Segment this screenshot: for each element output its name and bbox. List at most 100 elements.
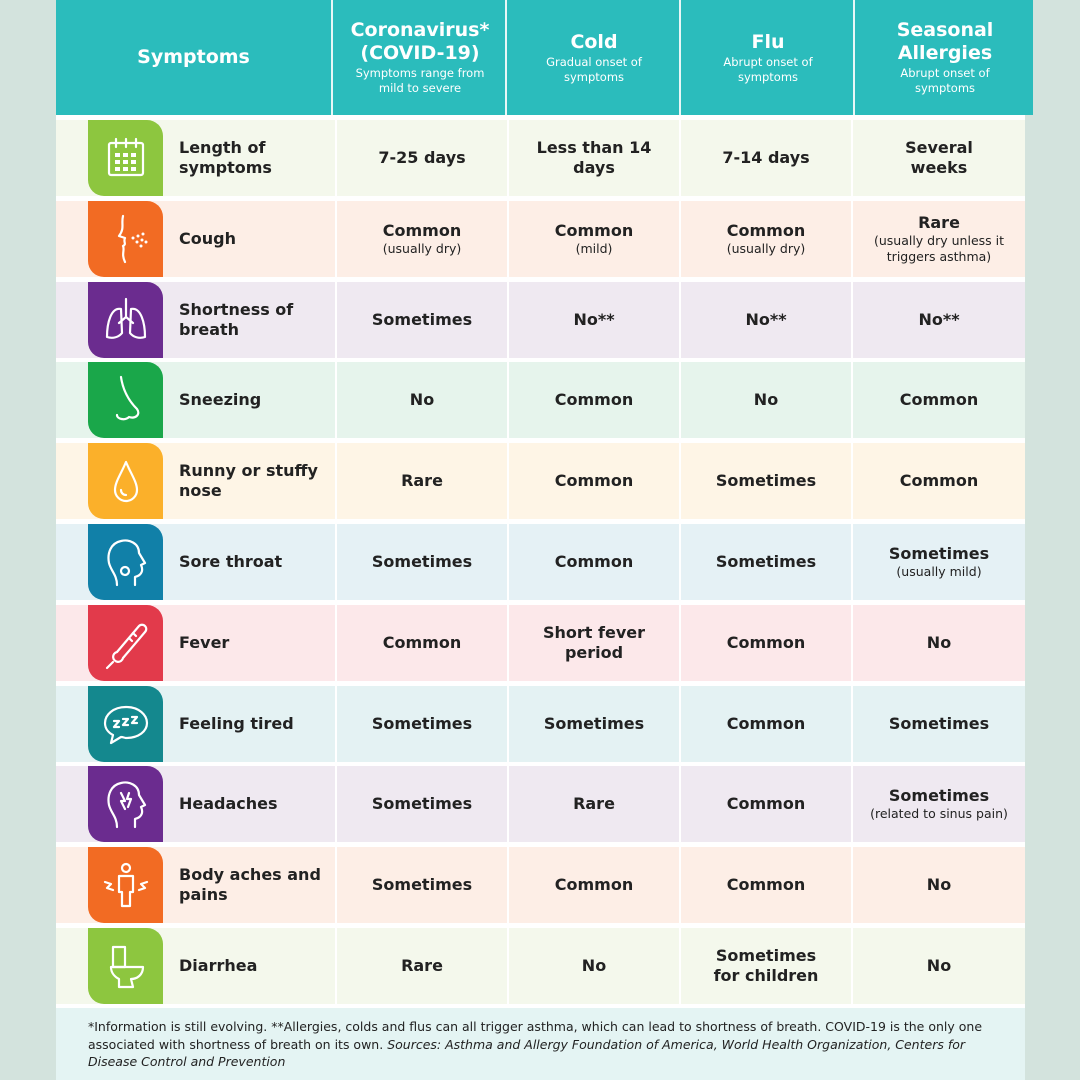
value-text: Rare — [573, 794, 615, 814]
footnote: *Information is still evolving. **Allerg… — [56, 1008, 1025, 1080]
value-text: Common — [726, 632, 806, 652]
lungs-icon — [88, 281, 163, 358]
value-text: Sometimes — [543, 713, 645, 733]
symptom-label: Length of symptoms — [179, 138, 272, 177]
table-row: Sneezing No Common No Common — [56, 362, 1025, 439]
sleep-bubble-icon — [88, 685, 163, 762]
symptom-cell: Fever — [56, 604, 335, 681]
value-text: No — [926, 632, 952, 652]
value-text: Sometimes — [715, 552, 817, 571]
value-text: No** — [573, 309, 615, 329]
symptom-cell: Headaches — [56, 766, 335, 843]
value-cell: Less than 14 days — [507, 120, 679, 196]
headache-icon — [88, 766, 163, 843]
table-row: Cough Common (usually dry) Common (mild) Comm… — [56, 200, 1025, 277]
value-text: Common — [554, 875, 634, 895]
symptom-cell: Runny or stuffy nose — [56, 443, 335, 520]
value-cell: Common — [851, 443, 1025, 520]
value-cell: Sometimes for children — [679, 928, 851, 1004]
value-cell: 7-14 days — [679, 120, 851, 196]
throat-icon — [88, 524, 163, 600]
value-note: (mild) — [575, 240, 613, 256]
value-cell: Short fever period — [507, 604, 679, 681]
value-text: Sometimes — [371, 794, 473, 814]
value-text: Common — [726, 875, 806, 895]
symptom-label: Feeling tired — [179, 713, 294, 733]
table-row: Headaches Sometimes Rare Common Sometimes (re… — [56, 766, 1025, 843]
value-cell: Common — [679, 766, 851, 843]
value-text: Common — [899, 390, 979, 410]
value-text: Common — [726, 794, 806, 814]
symptom-comparison-table: Symptoms Coronavirus* (COVID-19) Symptoms… — [56, 0, 1033, 1080]
value-text: No — [926, 875, 952, 895]
value-cell: Common — [507, 362, 679, 439]
value-text: Sometimes — [371, 309, 473, 329]
symptom-cell: Feeling tired — [56, 685, 335, 762]
header-symptoms: Symptoms — [56, 0, 333, 115]
value-cell: No** — [679, 281, 851, 358]
value-cell: Sometimes — [335, 847, 507, 924]
value-cell: Sometimes — [335, 524, 507, 600]
value-cell: Common (mild) — [507, 200, 679, 277]
symptom-label: Runny or stuffy nose — [179, 461, 318, 501]
toilet-icon — [88, 928, 163, 1004]
value-cell: Common — [679, 685, 851, 762]
value-cell: Common — [335, 604, 507, 681]
value-text: Rare — [401, 471, 443, 491]
symptom-label: Fever — [179, 632, 230, 652]
value-note: (usually dry unless it triggers asthma) — [873, 232, 1005, 264]
symptom-cell: Shortness of breath — [56, 281, 335, 358]
symptom-cell: Diarrhea — [56, 928, 335, 1004]
value-note: (usually mild) — [896, 564, 982, 579]
symptom-cell: Sneezing — [56, 362, 335, 439]
value-cell: No — [851, 604, 1025, 681]
value-cell: Sometimes (usually mild) — [851, 524, 1025, 600]
header-covid: Coronavirus* (COVID-19) Symptoms range fr… — [335, 0, 507, 115]
value-cell: Sometimes — [335, 685, 507, 762]
value-text: Short fever period — [543, 622, 645, 662]
table-header: Symptoms Coronavirus* (COVID-19) Symptoms… — [56, 0, 1033, 115]
symptom-label: Sore throat — [179, 552, 283, 571]
symptom-cell: Body aches and pains — [56, 847, 335, 924]
value-cell: 7-25 days — [335, 120, 507, 196]
value-cell: No — [679, 362, 851, 439]
value-text: Common — [726, 713, 806, 733]
value-text: No — [581, 956, 607, 975]
value-note: (related to sinus pain) — [870, 806, 1008, 822]
value-text: No — [753, 390, 779, 410]
value-cell: Common — [507, 443, 679, 520]
table-row: Length of symptoms 7-25 days Less than 14 … — [56, 120, 1025, 196]
droplet-icon — [88, 443, 163, 520]
calendar-icon — [88, 120, 163, 196]
value-text: 7-25 days — [378, 148, 466, 167]
value-note: (usually dry) — [382, 240, 462, 256]
header-flu: Flu Abrupt onset of symptoms — [683, 0, 855, 115]
value-cell: Rare — [507, 766, 679, 843]
value-cell: Sometimes (related to sinus pain) — [851, 766, 1025, 843]
value-text: 7-14 days — [722, 148, 810, 167]
table-row: Feeling tired Sometimes Sometimes Common Som… — [56, 685, 1025, 762]
value-cell: Sometimes — [507, 685, 679, 762]
value-text: Common — [382, 632, 462, 652]
symptom-label: Headaches — [179, 794, 278, 814]
value-cell: No — [507, 928, 679, 1004]
value-cell: No — [851, 928, 1025, 1004]
value-cell: No** — [507, 281, 679, 358]
value-text: No — [926, 956, 952, 975]
value-cell: Rare (usually dry unless it triggers asth… — [851, 200, 1025, 277]
value-cell: Common — [679, 847, 851, 924]
value-cell: Rare — [335, 928, 507, 1004]
value-cell: Sometimes — [335, 281, 507, 358]
value-text: Sometimes for children — [713, 946, 819, 985]
symptom-label: Diarrhea — [179, 956, 258, 975]
table-row: Body aches and pains Sometimes Common Commo… — [56, 847, 1025, 924]
header-allergies: Seasonal Allergies Abrupt onset of sympto… — [857, 0, 1033, 115]
value-cell: No — [335, 362, 507, 439]
value-text: Common — [726, 220, 806, 240]
value-cell: Common — [851, 362, 1025, 439]
value-cell: Common — [507, 524, 679, 600]
table-row: Runny or stuffy nose Rare Common Sometimes C… — [56, 443, 1025, 520]
value-cell: Rare — [335, 443, 507, 520]
value-cell: Several weeks — [851, 120, 1025, 196]
nose-icon — [88, 362, 163, 439]
